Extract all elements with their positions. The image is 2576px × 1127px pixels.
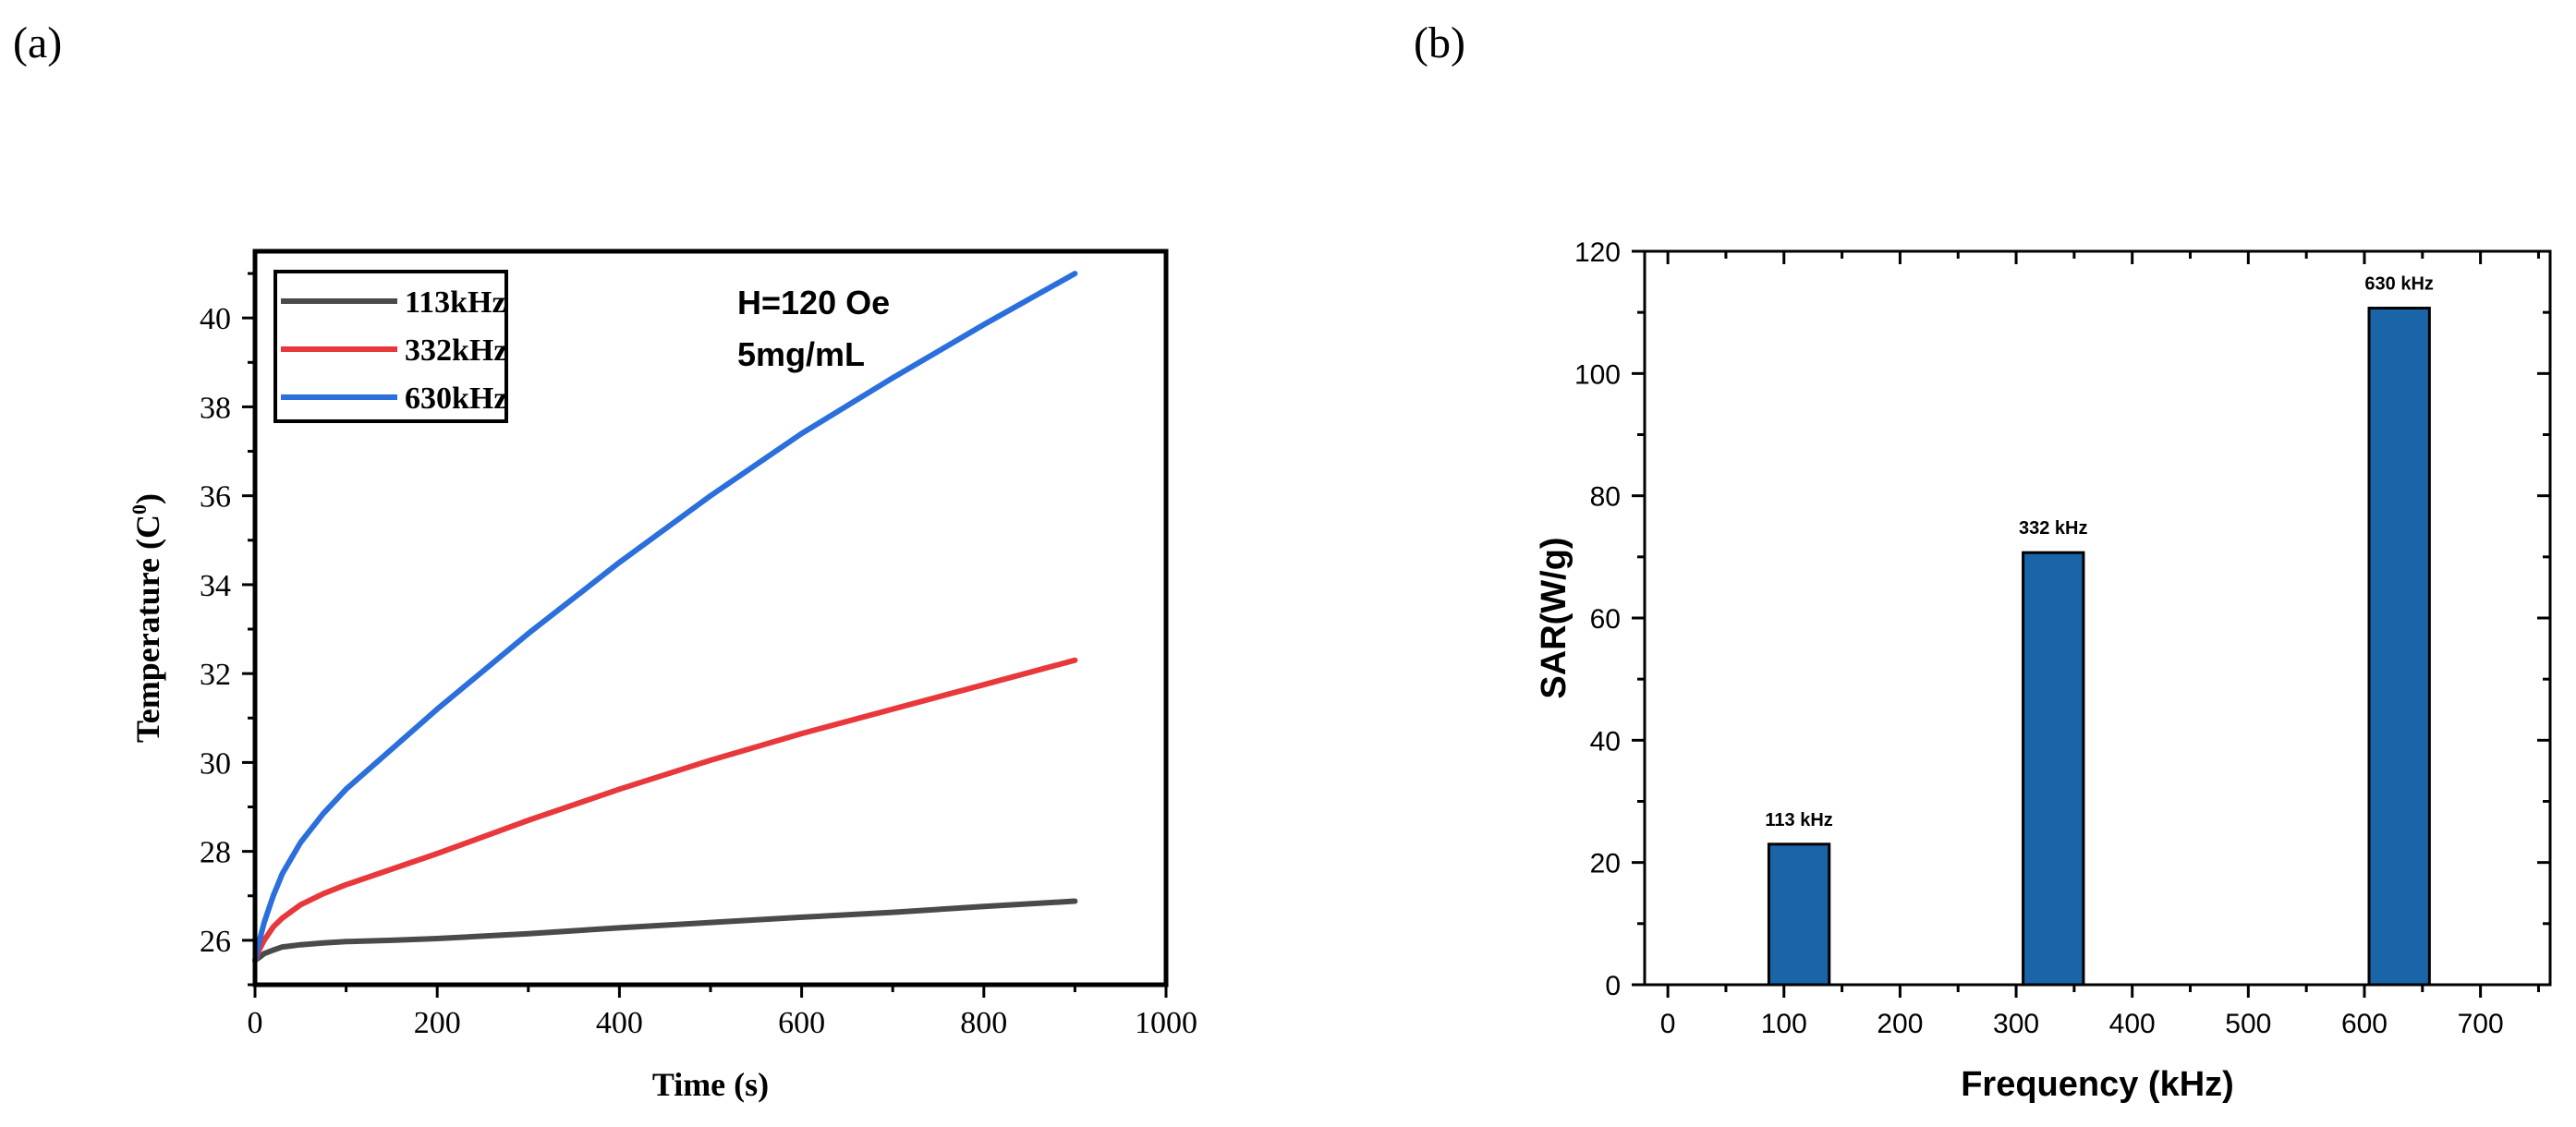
bar-630: [2367, 307, 2431, 987]
x-tick-label: 100: [1761, 1009, 1807, 1039]
x-tick-label: 300: [1993, 1009, 2039, 1039]
series-line-630kHz: [252, 271, 1078, 963]
x-tick-label: 600: [778, 1006, 825, 1040]
legend-a: 113kHz 332kHz 630kHz: [273, 270, 508, 423]
x-tick-label: 1000: [1135, 1006, 1197, 1040]
x-axis-label: Time (s): [652, 1066, 769, 1103]
y-axis-label-superscript: 0: [128, 504, 151, 515]
y-tick-label: 20: [1590, 849, 1621, 879]
x-axis-label: Frequency (kHz): [1961, 1065, 2234, 1104]
y-tick-label: 28: [200, 836, 231, 870]
panel-label-a: (a): [13, 18, 62, 67]
x-tick-label: 800: [960, 1006, 1007, 1040]
legend-label-332kHz: 332kHz: [405, 333, 507, 368]
legend-label-630kHz: 630kHz: [405, 382, 507, 416]
y-axis-label-close: ): [129, 493, 166, 504]
bar-label-630: 630 kHz: [2364, 274, 2434, 295]
legend-label-113kHz: 113kHz: [405, 285, 506, 320]
y-tick-label: 0: [1605, 971, 1621, 1001]
x-tick-label: 400: [2109, 1009, 2156, 1039]
y-tick-label: 34: [200, 569, 231, 603]
y-axis-label-main: Temperature (C: [129, 515, 166, 743]
y-axis-label: SAR(W/g): [1535, 537, 1574, 698]
x-tick-label: 0: [1660, 1009, 1676, 1039]
y-tick-label: 100: [1574, 359, 1621, 390]
bar-332: [2022, 551, 2085, 987]
x-tick-label: 700: [2458, 1009, 2504, 1039]
annotation-line-2: 5mg/mL: [737, 335, 865, 373]
y-tick-label: 120: [1574, 237, 1621, 268]
panel-label-b: (b): [1414, 18, 1465, 67]
x-tick-label: 0: [248, 1006, 263, 1040]
x-tick-label: 500: [2225, 1009, 2271, 1039]
bar-label-332: 332 kHz: [2019, 518, 2088, 539]
bar-label-113: 113 kHz: [1765, 810, 1832, 830]
y-tick-label: 40: [200, 302, 231, 336]
y-tick-label: 80: [1590, 482, 1621, 513]
y-tick-label: 38: [200, 391, 231, 425]
y-tick-label: 60: [1590, 604, 1621, 635]
y-axis-label: Temperature (C0): [128, 493, 166, 743]
annotation-line-1: H=120 Oe: [737, 284, 890, 321]
y-tick-label: 30: [200, 746, 231, 781]
series-line-332kHz: [252, 657, 1078, 963]
y-tick-label: 26: [200, 925, 231, 959]
bar-113: [1767, 842, 1831, 987]
y-tick-label: 36: [200, 480, 231, 515]
series-line-113kHz: [252, 898, 1078, 963]
x-tick-label: 200: [1877, 1009, 1923, 1039]
x-tick-label: 600: [2341, 1009, 2388, 1039]
y-tick-label: 40: [1590, 726, 1621, 757]
y-tick-label: 32: [200, 658, 231, 692]
x-tick-label: 200: [414, 1006, 461, 1040]
temperature-line-chart: 0 200 400 600 800 1000 26 28 30 32 34 36 38 40 Time (s…: [128, 248, 1197, 1103]
x-tick-label: 400: [596, 1006, 643, 1040]
